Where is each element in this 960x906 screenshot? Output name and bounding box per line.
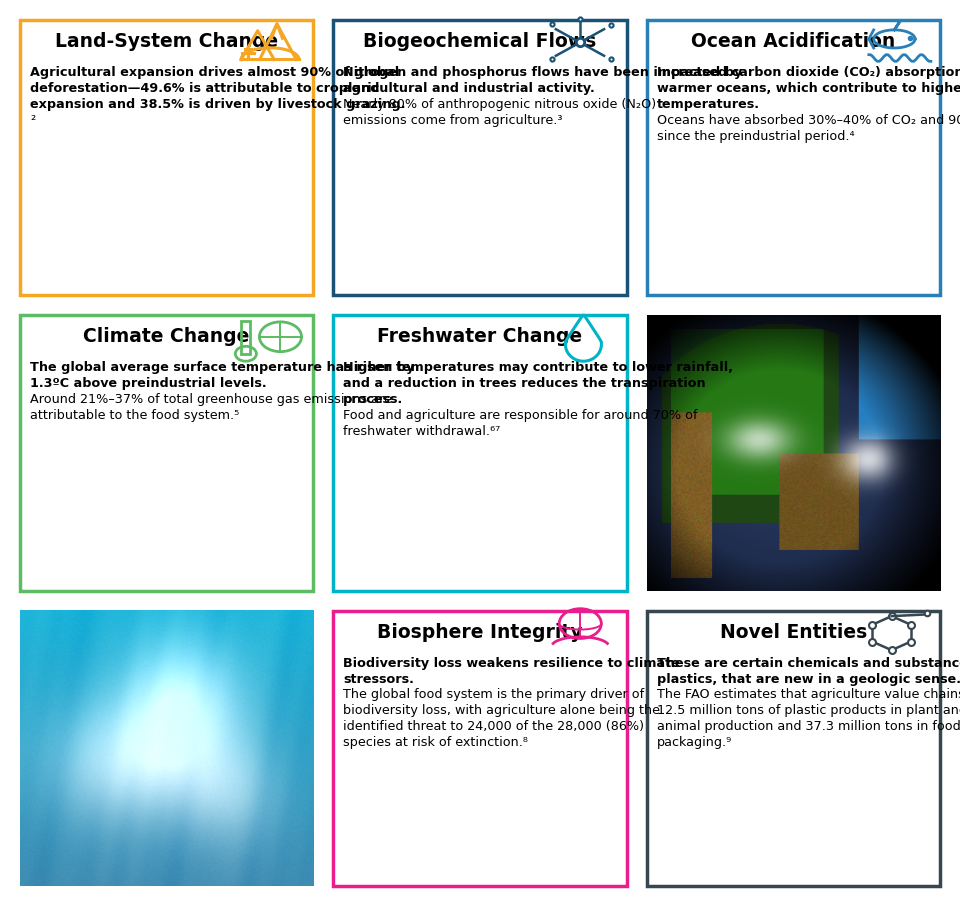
- Text: Land-System Change: Land-System Change: [55, 32, 278, 51]
- Text: animal production and 37.3 million tons in food: animal production and 37.3 million tons …: [657, 720, 960, 733]
- Text: 12.5 million tons of plastic products in plant and: 12.5 million tons of plastic products in…: [657, 704, 960, 718]
- Text: emissions come from agriculture.³: emissions come from agriculture.³: [344, 114, 563, 127]
- Text: 1.3ºC above preindustrial levels.: 1.3ºC above preindustrial levels.: [30, 377, 267, 390]
- FancyBboxPatch shape: [333, 315, 627, 591]
- Text: Novel Entities: Novel Entities: [720, 622, 867, 641]
- Text: ²: ²: [30, 114, 36, 127]
- Text: The global average surface temperature has risen by: The global average surface temperature h…: [30, 361, 415, 374]
- Text: identified threat to 24,000 of the 28,000 (86%): identified threat to 24,000 of the 28,00…: [344, 720, 644, 733]
- Text: deforestation—49.6% is attributable to cropland: deforestation—49.6% is attributable to c…: [30, 82, 379, 95]
- Text: Higher temperatures may contribute to lower rainfall,: Higher temperatures may contribute to lo…: [344, 361, 733, 374]
- FancyBboxPatch shape: [333, 611, 627, 886]
- Text: stressors.: stressors.: [344, 672, 414, 686]
- Text: expansion and 38.5% is driven by livestock grazing.: expansion and 38.5% is driven by livesto…: [30, 98, 405, 111]
- Text: Climate Change: Climate Change: [84, 327, 250, 346]
- Text: Nearly 80% of anthropogenic nitrous oxide (N₂O): Nearly 80% of anthropogenic nitrous oxid…: [344, 98, 657, 111]
- FancyBboxPatch shape: [20, 20, 313, 295]
- Bar: [647, 315, 940, 591]
- Text: packaging.⁹: packaging.⁹: [657, 737, 732, 749]
- Text: Oceans have absorbed 30%–40% of CO₂ and 90% of heat: Oceans have absorbed 30%–40% of CO₂ and …: [657, 114, 960, 127]
- Text: Biodiversity loss weakens resilience to climate: Biodiversity loss weakens resilience to …: [344, 657, 680, 670]
- Text: Increased carbon dioxide (CO₂) absorption drives: Increased carbon dioxide (CO₂) absorptio…: [657, 66, 960, 79]
- Text: biodiversity loss, with agriculture alone being the: biodiversity loss, with agriculture alon…: [344, 704, 660, 718]
- Text: agricultural and industrial activity.: agricultural and industrial activity.: [344, 82, 595, 95]
- FancyBboxPatch shape: [333, 20, 627, 295]
- Text: temperatures.: temperatures.: [657, 98, 759, 111]
- Text: Nitrogen and phosphorus flows have been impacted by: Nitrogen and phosphorus flows have been …: [344, 66, 743, 79]
- FancyBboxPatch shape: [647, 611, 940, 886]
- Text: Ocean Acidification: Ocean Acidification: [691, 32, 896, 51]
- Text: freshwater withdrawal.⁶⁷: freshwater withdrawal.⁶⁷: [344, 425, 500, 438]
- Text: Around 21%–37% of total greenhouse gas emissions are: Around 21%–37% of total greenhouse gas e…: [30, 393, 392, 406]
- Text: Food and agriculture are responsible for around 70% of: Food and agriculture are responsible for…: [344, 409, 698, 422]
- Text: plastics, that are new in a geologic sense.: plastics, that are new in a geologic sen…: [657, 672, 960, 686]
- Text: The FAO estimates that agriculture value chains use: The FAO estimates that agriculture value…: [657, 689, 960, 701]
- Text: species at risk of extinction.⁸: species at risk of extinction.⁸: [344, 737, 528, 749]
- Text: Agricultural expansion drives almost 90% of global: Agricultural expansion drives almost 90%…: [30, 66, 399, 79]
- Text: since the preindustrial period.⁴: since the preindustrial period.⁴: [657, 130, 854, 142]
- Text: process.: process.: [344, 393, 403, 406]
- FancyBboxPatch shape: [647, 20, 940, 295]
- Text: Biogeochemical Flows: Biogeochemical Flows: [364, 32, 596, 51]
- Text: These are certain chemicals and substances, such as: These are certain chemicals and substanc…: [657, 657, 960, 670]
- Text: warmer oceans, which contribute to higher global: warmer oceans, which contribute to highe…: [657, 82, 960, 95]
- Text: The global food system is the primary driver of: The global food system is the primary dr…: [344, 689, 644, 701]
- Text: and a reduction in trees reduces the transpiration: and a reduction in trees reduces the tra…: [344, 377, 706, 390]
- Text: Freshwater Change: Freshwater Change: [377, 327, 583, 346]
- Text: attributable to the food system.⁵: attributable to the food system.⁵: [30, 409, 239, 422]
- Text: Biosphere Integrity: Biosphere Integrity: [377, 622, 583, 641]
- FancyBboxPatch shape: [20, 315, 313, 591]
